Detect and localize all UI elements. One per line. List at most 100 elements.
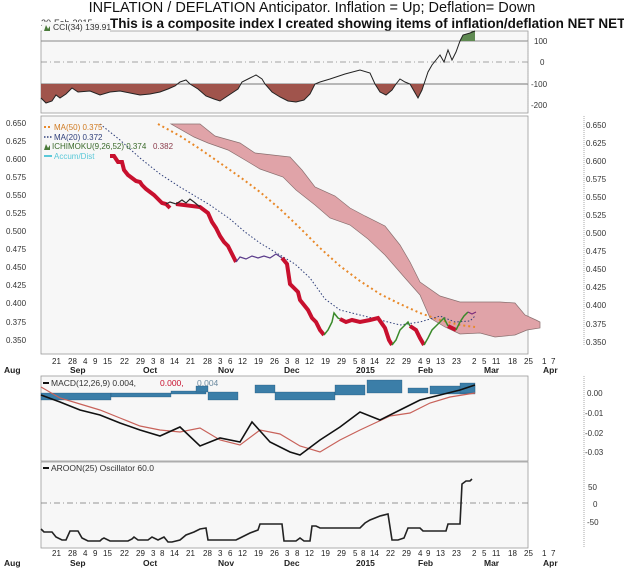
svg-text:AROON(25) Oscillator 60.0: AROON(25) Oscillator 60.0 xyxy=(51,463,154,473)
svg-text:0.350: 0.350 xyxy=(6,336,27,345)
macd-legend: MACD(12,26,9) 0.004, 0.000, 0.004 xyxy=(43,378,219,388)
svg-text:19: 19 xyxy=(254,357,263,366)
price-legend: MA(50) 0.375 MA(20) 0.372 ICHIMOKU(9,26,… xyxy=(44,123,174,161)
svg-text:2: 2 xyxy=(472,549,477,558)
svg-text:7: 7 xyxy=(551,357,556,366)
svg-text:-50: -50 xyxy=(587,518,599,527)
svg-text:0.00: 0.00 xyxy=(587,389,603,398)
svg-text:15: 15 xyxy=(103,549,112,558)
svg-text:28: 28 xyxy=(203,549,212,558)
svg-text:Aug: Aug xyxy=(4,365,21,375)
svg-text:0.500: 0.500 xyxy=(586,229,607,238)
cci-legend-icon xyxy=(44,25,50,31)
svg-text:12: 12 xyxy=(305,357,314,366)
svg-text:Sep: Sep xyxy=(70,365,86,375)
svg-text:Oct: Oct xyxy=(143,365,157,375)
svg-text:12: 12 xyxy=(238,357,247,366)
svg-text:-0.01: -0.01 xyxy=(585,409,604,418)
svg-text:5: 5 xyxy=(482,549,487,558)
svg-text:15: 15 xyxy=(103,357,112,366)
svg-text:0.525: 0.525 xyxy=(6,209,27,218)
price-y-axis-left: 0.650 0.625 0.600 0.575 0.550 0.525 0.500 0.4… xyxy=(6,119,27,345)
svg-text:Dec: Dec xyxy=(284,558,300,568)
svg-text:Feb: Feb xyxy=(418,558,433,568)
svg-text:14: 14 xyxy=(370,549,379,558)
svg-text:-100: -100 xyxy=(531,80,548,89)
svg-text:14: 14 xyxy=(370,357,379,366)
svg-text:3: 3 xyxy=(151,357,156,366)
svg-text:9: 9 xyxy=(93,357,98,366)
chart-subtitle: This is a composite index I created show… xyxy=(110,16,624,31)
svg-text:0.600: 0.600 xyxy=(6,155,27,164)
svg-text:19: 19 xyxy=(321,357,330,366)
svg-text:0.625: 0.625 xyxy=(586,139,607,148)
svg-text:3: 3 xyxy=(151,549,156,558)
ma50-line xyxy=(157,123,476,328)
svg-text:0.450: 0.450 xyxy=(6,263,27,272)
svg-text:12: 12 xyxy=(305,549,314,558)
svg-text:0.425: 0.425 xyxy=(6,281,27,290)
cci-legend: CCI(34) 139.91 xyxy=(53,22,111,32)
svg-text:4: 4 xyxy=(83,549,88,558)
svg-text:6: 6 xyxy=(228,549,233,558)
svg-text:0.450: 0.450 xyxy=(586,265,607,274)
svg-text:26: 26 xyxy=(270,549,279,558)
svg-text:29: 29 xyxy=(136,357,145,366)
svg-text:19: 19 xyxy=(254,549,263,558)
svg-text:29: 29 xyxy=(402,357,411,366)
ichimoku-cloud xyxy=(169,123,541,338)
cci-negative-fill xyxy=(41,84,178,103)
svg-text:Sep: Sep xyxy=(70,558,86,568)
svg-text:Feb: Feb xyxy=(418,365,433,375)
svg-text:0.400: 0.400 xyxy=(6,299,27,308)
svg-text:0: 0 xyxy=(593,500,598,509)
svg-text:Apr: Apr xyxy=(543,558,558,568)
svg-text:11: 11 xyxy=(492,357,501,366)
svg-text:28: 28 xyxy=(68,549,77,558)
svg-text:2015: 2015 xyxy=(356,365,375,375)
svg-text:8: 8 xyxy=(160,357,165,366)
svg-text:9: 9 xyxy=(426,357,431,366)
macd-panel: MACD(12,26,9) 0.004, 0.000, 0.004 0.00 -0… xyxy=(40,375,604,462)
aroon-y-axis: 50 0 -50 xyxy=(587,483,599,527)
svg-text:21: 21 xyxy=(52,549,61,558)
price-x-axis: 21 28 4 9 15 22 29 3 8 14 21 28 3 6 12 19 26 3 8 12 19 2… xyxy=(4,357,558,375)
svg-text:8: 8 xyxy=(361,357,366,366)
svg-text:0.350: 0.350 xyxy=(586,338,607,347)
svg-text:21: 21 xyxy=(186,357,195,366)
svg-text:4: 4 xyxy=(418,357,423,366)
ichimoku-legend-icon xyxy=(44,144,50,150)
svg-text:0.525: 0.525 xyxy=(586,211,607,220)
svg-text:29: 29 xyxy=(337,357,346,366)
svg-text:8: 8 xyxy=(295,357,300,366)
svg-text:29: 29 xyxy=(136,549,145,558)
svg-text:22: 22 xyxy=(386,549,395,558)
svg-text:Nov: Nov xyxy=(218,558,234,568)
svg-text:MACD(12,26,9) 0.004,: MACD(12,26,9) 0.004, xyxy=(51,378,136,388)
svg-text:0.400: 0.400 xyxy=(586,301,607,310)
aroon-x-axis: 21 28 4 9 15 22 29 3 8 14 21 28 3 6 12 19 26 3 8 12 19 2… xyxy=(4,549,558,568)
svg-text:0.000,: 0.000, xyxy=(160,378,184,388)
svg-text:2015: 2015 xyxy=(356,558,375,568)
macd-histogram xyxy=(40,379,476,401)
chart-title: INFLATION / DEFLATION Anticipator. Infla… xyxy=(88,0,536,16)
svg-text:0.550: 0.550 xyxy=(586,193,607,202)
svg-text:-200: -200 xyxy=(531,101,548,110)
ichimoku-legend: ICHIMOKU(9,26,52) 0.374 xyxy=(52,142,147,151)
svg-text:0.004: 0.004 xyxy=(197,378,219,388)
svg-text:1: 1 xyxy=(542,357,547,366)
svg-text:-0.02: -0.02 xyxy=(585,429,604,438)
svg-text:Mar: Mar xyxy=(484,365,500,375)
cci-panel: CCI(34) 139.91 100 0 -100 -200 xyxy=(40,22,548,114)
svg-text:13: 13 xyxy=(436,549,445,558)
svg-text:0.575: 0.575 xyxy=(586,175,607,184)
svg-text:Oct: Oct xyxy=(143,558,157,568)
svg-text:Apr: Apr xyxy=(543,365,558,375)
cci-y-axis: 100 0 -100 -200 xyxy=(531,37,548,110)
cci-positive-fill xyxy=(460,31,475,41)
svg-text:12: 12 xyxy=(238,549,247,558)
svg-text:3: 3 xyxy=(218,357,223,366)
aroon-panel: AROON(25) Oscillator 60.0 500-50 21 28 4 9 … xyxy=(4,461,599,568)
svg-text:13: 13 xyxy=(436,357,445,366)
